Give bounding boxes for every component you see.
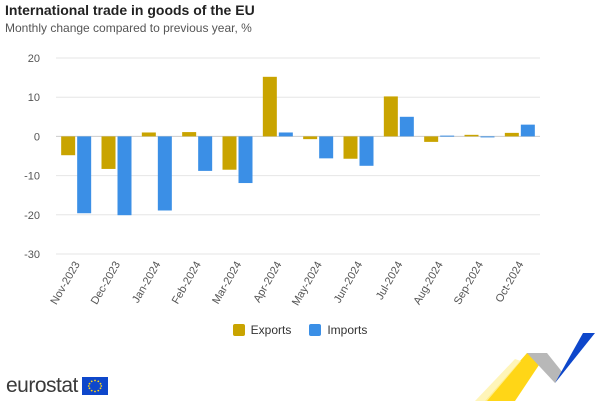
x-tick-label: Dec-2023 [89, 260, 123, 307]
legend-item-exports[interactable]: Exports [232, 323, 292, 337]
bar-exports-aug-2024[interactable] [424, 136, 439, 142]
bar-exports-dec-2023[interactable] [101, 136, 116, 169]
bar-chart: 20 10 0 -10 -20 -30 Nov-2023 Dec-2023 Jan-2024 F… [24, 53, 540, 308]
chart-legend: Exports Imports [0, 323, 600, 337]
bar-imports-jun-2024[interactable] [359, 136, 374, 166]
bar-imports-mar-2024[interactable] [238, 136, 253, 184]
legend-label-exports: Exports [250, 323, 292, 337]
bars [61, 76, 535, 216]
bar-imports-apr-2024[interactable] [278, 132, 293, 137]
x-tick-label: Oct-2024 [493, 260, 526, 305]
legend-swatch-exports [232, 324, 245, 336]
x-tick-label: Nov-2023 [49, 260, 83, 307]
y-tick-label: 10 [28, 92, 40, 104]
bar-imports-feb-2024[interactable] [198, 136, 213, 171]
chart-title: International trade in goods of the EU [5, 2, 255, 18]
bar-exports-nov-2023[interactable] [61, 136, 76, 156]
bar-imports-aug-2024[interactable] [440, 135, 455, 137]
gridlines [56, 57, 540, 255]
y-axis-tick-labels: 20 10 0 -10 -20 -30 [24, 53, 40, 261]
y-tick-label: 20 [28, 53, 40, 65]
y-tick-label: -30 [24, 249, 40, 261]
bar-exports-jan-2024[interactable] [141, 132, 156, 137]
bar-imports-dec-2023[interactable] [117, 136, 132, 216]
y-tick-label: 0 [34, 131, 40, 143]
x-tick-label: Mar-2024 [210, 260, 244, 307]
x-tick-label: Jun-2024 [332, 260, 365, 306]
eurostat-logo: eurostat [6, 374, 108, 398]
bar-imports-nov-2023[interactable] [77, 136, 92, 214]
y-tick-label: -10 [24, 171, 40, 183]
x-tick-label: Jul-2024 [374, 260, 405, 303]
decorative-ribbon-graphic [475, 333, 595, 401]
bar-exports-feb-2024[interactable] [182, 132, 197, 137]
bar-imports-jan-2024[interactable] [157, 136, 172, 211]
x-axis-tick-labels: Nov-2023 Dec-2023 Jan-2024 Feb-2024 Mar-2024… [49, 260, 527, 308]
x-tick-label: May-2024 [290, 260, 325, 308]
bar-exports-oct-2024[interactable] [504, 132, 519, 137]
bar-exports-sep-2024[interactable] [464, 134, 479, 137]
y-tick-label: -20 [24, 210, 40, 222]
bar-exports-apr-2024[interactable] [262, 76, 277, 137]
bar-imports-may-2024[interactable] [319, 136, 334, 159]
bar-exports-jul-2024[interactable] [383, 96, 398, 137]
chart-subtitle: Monthly change compared to previous year… [5, 21, 252, 35]
legend-swatch-imports [309, 324, 322, 336]
brand-name: eurostat [6, 374, 78, 397]
legend-label-imports: Imports [327, 323, 368, 337]
eu-flag-icon [81, 377, 108, 395]
x-tick-label: Apr-2024 [251, 260, 284, 305]
x-tick-label: Aug-2024 [412, 260, 446, 307]
bar-imports-oct-2024[interactable] [520, 124, 535, 137]
bar-imports-jul-2024[interactable] [399, 116, 414, 137]
bar-exports-mar-2024[interactable] [222, 136, 237, 170]
x-tick-label: Feb-2024 [170, 260, 204, 307]
bar-imports-sep-2024[interactable] [480, 136, 495, 138]
legend-item-imports[interactable]: Imports [309, 323, 367, 337]
x-tick-label: Jan-2024 [130, 260, 163, 306]
x-tick-label: Sep-2024 [452, 260, 486, 307]
bar-exports-may-2024[interactable] [303, 136, 318, 140]
bar-exports-jun-2024[interactable] [343, 136, 358, 159]
